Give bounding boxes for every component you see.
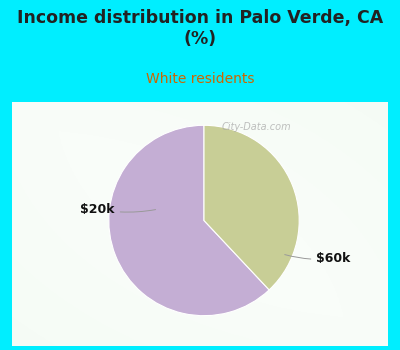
Text: $60k: $60k bbox=[285, 252, 351, 265]
Text: $20k: $20k bbox=[80, 203, 156, 216]
Wedge shape bbox=[204, 125, 299, 290]
Text: White residents: White residents bbox=[146, 72, 254, 86]
Wedge shape bbox=[109, 125, 269, 316]
Text: City-Data.com: City-Data.com bbox=[222, 122, 291, 132]
Text: Income distribution in Palo Verde, CA
(%): Income distribution in Palo Verde, CA (%… bbox=[17, 9, 383, 48]
